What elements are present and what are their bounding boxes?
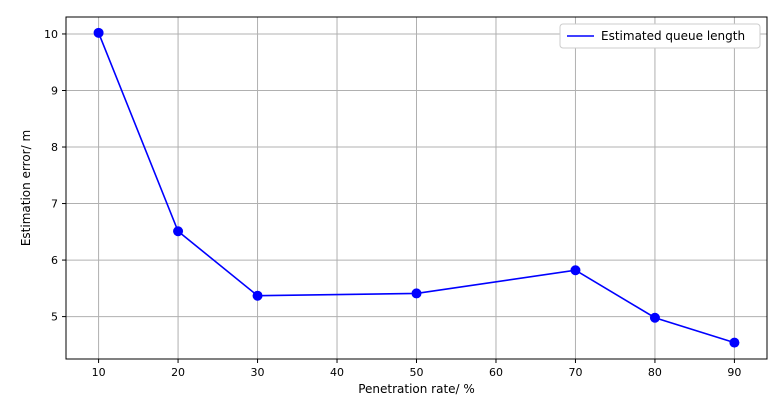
tick-layer: 10 20 30 40 50 60 70 80 90 5 6 7 8 9 10: [44, 28, 741, 379]
data-point: [729, 337, 740, 348]
data-point: [570, 265, 581, 276]
x-tick-label: 20: [171, 366, 185, 379]
y-tick-label: 6: [51, 254, 58, 267]
x-tick-label: 40: [330, 366, 344, 379]
data-point: [173, 226, 184, 237]
series-layer: [93, 27, 740, 348]
y-tick-label: 7: [51, 198, 58, 211]
data-point: [411, 288, 422, 299]
y-tick-label: 9: [51, 84, 58, 97]
x-tick-label: 10: [92, 366, 106, 379]
y-tick-label: 10: [44, 28, 58, 41]
legend-label: Estimated queue length: [601, 29, 745, 43]
grid-lines: [66, 17, 767, 359]
data-point: [252, 290, 263, 301]
legend-box: [559, 23, 761, 49]
x-tick-label: 30: [251, 366, 265, 379]
y-axis-label: Estimation error/ m: [19, 130, 33, 246]
x-axis-label: Penetration rate/ %: [358, 382, 475, 396]
data-point: [93, 27, 104, 38]
y-tick-label: 5: [51, 311, 58, 324]
x-tick-label: 80: [648, 366, 662, 379]
x-tick-label: 60: [489, 366, 503, 379]
data-point: [649, 312, 660, 323]
x-tick-label: 90: [727, 366, 741, 379]
x-tick-label: 70: [568, 366, 582, 379]
x-tick-label: 50: [410, 366, 424, 379]
y-tick-label: 8: [51, 141, 58, 154]
legend: Estimated queue length: [559, 23, 761, 49]
